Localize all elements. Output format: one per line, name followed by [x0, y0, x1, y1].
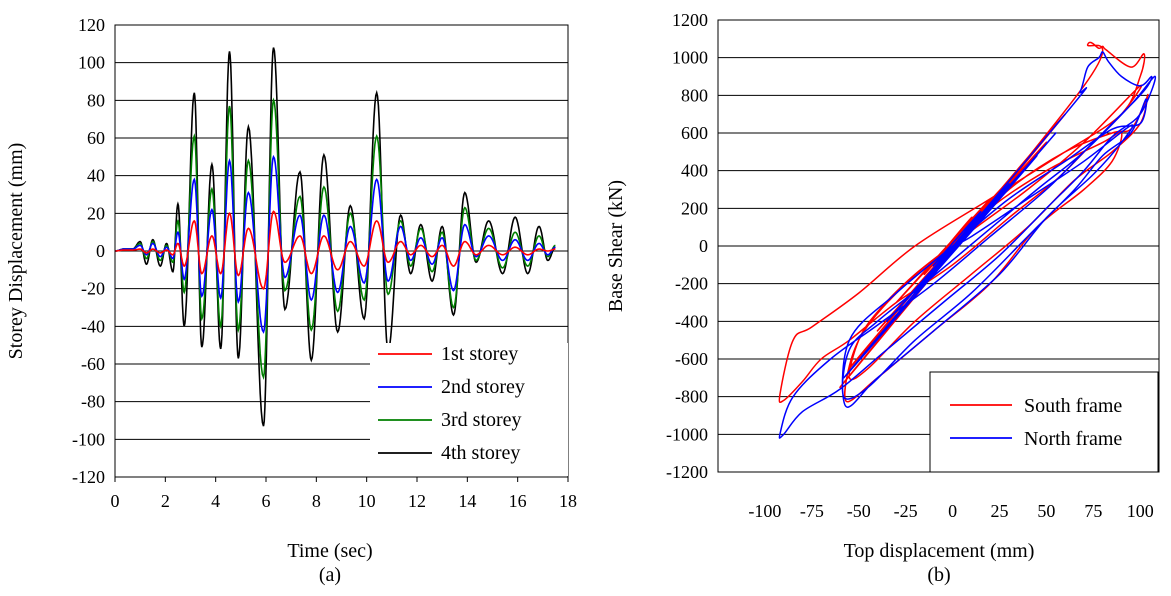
y-tick-label: 20 [87, 203, 105, 223]
y-tick-label: 600 [681, 123, 708, 143]
series-line [778, 51, 1157, 439]
x-tick-label: -75 [800, 501, 824, 521]
y-tick-label: 60 [87, 128, 105, 148]
x-tick-label: -25 [894, 501, 918, 521]
x-axis-label: Top displacement (mm) [844, 540, 1035, 562]
x-tick-label: 100 [1127, 501, 1154, 521]
series-line [778, 41, 1149, 403]
y-tick-label: -600 [675, 349, 708, 369]
y-tick-label: 120 [78, 15, 105, 35]
chart-panel-b: 120010008006004002000-200-400-600-800-10… [605, 10, 1160, 586]
x-tick-label: -50 [847, 501, 871, 521]
legend-label: North frame [1024, 428, 1122, 450]
y-tick-label: -40 [81, 316, 105, 336]
y-axis-label: Base Shear (kN) [605, 180, 627, 312]
x-tick-label: 10 [358, 491, 376, 511]
x-tick-label: 8 [312, 491, 321, 511]
y-tick-label: -1000 [666, 424, 708, 444]
y-tick-label: -80 [81, 392, 105, 412]
legend-box [929, 371, 1159, 473]
plot-area-frame [114, 24, 569, 478]
y-tick-label: -60 [81, 354, 105, 374]
x-tick-label: 14 [458, 491, 476, 511]
y-tick-label: 1000 [672, 48, 708, 68]
x-axis-label: Time (sec) [287, 540, 372, 562]
x-tick-label: 12 [408, 491, 426, 511]
y-tick-labels: 120 100 80 60 40 20 0 -20 -40 -60 -80 -100 -120 [72, 15, 105, 487]
x-tick-label: 2 [161, 491, 170, 511]
y-tick-label: 40 [87, 166, 105, 186]
y-tick-label: -120 [72, 467, 105, 487]
legend-label: South frame [1024, 395, 1122, 417]
y-tick-label: 100 [78, 53, 105, 73]
x-tick-label: 6 [262, 491, 271, 511]
y-tick-label: 1200 [672, 10, 708, 30]
panel-label-a: (a) [319, 564, 341, 586]
y-tick-label: -400 [675, 311, 708, 331]
legend-label: 3rd storey [441, 409, 522, 431]
y-tick-label: 0 [699, 236, 708, 256]
x-tick-labels: 0 2 4 6 8 10 12 14 16 18 [111, 477, 577, 511]
y-tick-label: 800 [681, 85, 708, 105]
y-tick-label: -200 [675, 274, 708, 294]
x-tick-labels: -100 -75 -50 -25 0 25 50 75 100 [748, 501, 1153, 521]
y-tick-label: 400 [681, 161, 708, 181]
panel-label-b: (b) [927, 564, 950, 586]
y-tick-label: 0 [96, 241, 105, 261]
chart-panel-a: 120 100 80 60 40 20 0 -20 -40 -60 -80 -100 -120 0 2 4 6… [5, 15, 577, 586]
legend: 1st storey 2nd storey 3rd storey 4th storey [370, 343, 568, 476]
y-tick-label: 80 [87, 90, 105, 110]
x-tick-label: 25 [990, 501, 1008, 521]
legend: South frame North frame [929, 371, 1159, 473]
y-tick-label: 200 [681, 198, 708, 218]
x-tick-label: 0 [111, 491, 120, 511]
x-tick-label: 16 [509, 491, 527, 511]
series-line [115, 210, 556, 290]
series-line [115, 97, 556, 380]
legend-label: 4th storey [441, 442, 520, 464]
y-tick-label: -100 [72, 429, 105, 449]
x-tick-label: 4 [211, 491, 220, 511]
series-lines [778, 41, 1157, 439]
x-tick-label: 75 [1084, 501, 1102, 521]
y-axis-label: Storey Displacement (mm) [5, 143, 27, 360]
x-tick-label: -100 [748, 501, 781, 521]
legend-label: 1st storey [441, 343, 518, 365]
x-tick-label: 18 [559, 491, 577, 511]
y-tick-label: -20 [81, 279, 105, 299]
x-tick-label: 0 [948, 501, 957, 521]
x-tick-label: 50 [1037, 501, 1055, 521]
legend-label: 2nd storey [441, 376, 525, 398]
y-tick-label: -800 [675, 387, 708, 407]
y-tick-labels: 1200 1000 800 600 400 200 0 -200 -400 -600 -800 -10… [666, 10, 708, 482]
y-tick-label: -1200 [666, 462, 708, 482]
series-lines [115, 47, 556, 427]
